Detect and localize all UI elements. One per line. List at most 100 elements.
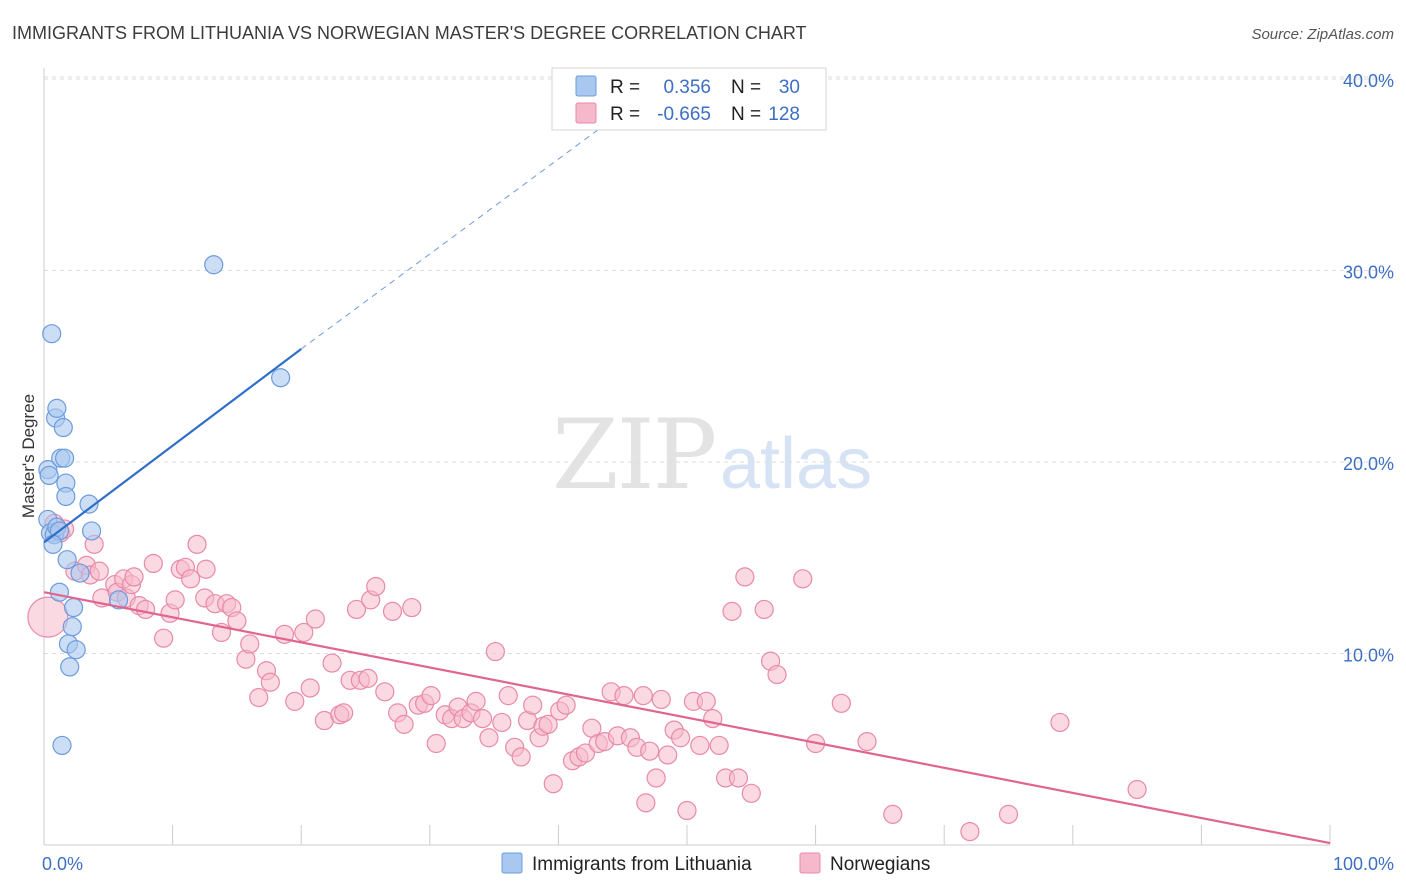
point-norwegians	[346, 599, 367, 620]
point-norwegians	[472, 709, 493, 729]
point-norwegians	[421, 686, 441, 706]
y-axis-label: Master's Degree	[19, 394, 38, 518]
point-norwegians	[690, 735, 710, 756]
point-norwegians	[375, 682, 395, 702]
point-norwegians	[831, 693, 851, 713]
point-norwegians	[640, 741, 660, 761]
point-norwegians	[402, 597, 422, 618]
point-norwegians	[670, 728, 691, 748]
legend-r-label-norwegians: R =	[610, 104, 640, 125]
point-norwegians	[240, 634, 260, 654]
point-norwegians	[89, 561, 109, 581]
point-lithuania	[49, 582, 70, 602]
point-norwegians	[285, 691, 305, 711]
point-norwegians	[575, 743, 596, 763]
point-norwegians	[382, 601, 403, 621]
y-tick-label: 40.0%	[1343, 71, 1394, 91]
bottom-legend-label-lithuania: Immigrants from Lithuania	[532, 854, 752, 875]
point-norwegians	[498, 686, 518, 706]
point-norwegians	[135, 599, 156, 620]
point-lithuania	[39, 465, 59, 486]
point-norwegians	[677, 800, 697, 821]
point-lithuania	[54, 448, 75, 468]
point-norwegians	[322, 653, 342, 673]
y-tick-label: 20.0%	[1343, 454, 1394, 474]
point-norwegians	[260, 672, 280, 692]
point-norwegians	[556, 695, 576, 715]
point-lithuania	[66, 640, 86, 660]
y-tick-label: 30.0%	[1343, 263, 1394, 283]
legend-n-value-lithuania: 30	[779, 77, 800, 98]
point-norwegians	[636, 793, 656, 813]
point-norwegians	[793, 569, 813, 589]
point-lithuania	[47, 398, 67, 418]
point-norwegians	[196, 559, 216, 579]
point-lithuania	[60, 657, 80, 677]
point-norwegians	[187, 534, 207, 554]
point-norwegians	[124, 567, 144, 587]
trend-line-lithuania-extension	[300, 111, 623, 350]
point-norwegians	[300, 678, 320, 698]
x-tick-labels: 0.0% 100.0%	[42, 854, 1394, 874]
watermark-atlas: atlas	[720, 424, 872, 504]
series-lithuania-points	[38, 255, 291, 756]
trend-line-norwegians	[43, 591, 1331, 845]
point-norwegians	[394, 714, 414, 734]
point-lithuania	[81, 521, 102, 541]
x-tick-label: 100.0%	[1333, 854, 1394, 874]
point-norwegians	[249, 687, 269, 708]
legend-top: R = 0.356 N = 30 R = -0.665 N = 128	[551, 67, 827, 131]
point-lithuania	[70, 563, 90, 583]
point-lithuania	[108, 590, 129, 610]
bottom-legend-label-norwegians: Norwegians	[830, 854, 930, 875]
point-lithuania	[62, 617, 82, 637]
point-lithuania	[79, 494, 99, 514]
trend-line-lithuania	[43, 348, 302, 544]
point-norwegians	[722, 601, 742, 621]
point-norwegians	[883, 804, 903, 824]
legend-r-value-lithuania: 0.356	[663, 77, 711, 98]
point-norwegians	[511, 747, 531, 767]
x-tick-label: 0.0%	[42, 854, 83, 874]
legend-r-value-norwegians: -0.665	[657, 104, 711, 125]
point-norwegians	[633, 686, 653, 706]
point-norwegians	[153, 628, 174, 648]
legend-r-label-lithuania: R =	[610, 77, 640, 98]
watermark-zip: ZIP	[552, 399, 715, 511]
point-norwegians	[479, 728, 499, 748]
point-norwegians	[165, 590, 185, 610]
point-norwegians	[492, 712, 512, 733]
point-norwegians	[27, 596, 69, 638]
point-lithuania	[271, 368, 291, 388]
point-norwegians	[998, 804, 1019, 824]
point-norwegians	[857, 731, 877, 752]
legend-n-value-norwegians: 128	[768, 104, 800, 125]
y-tick-labels: 10.0% 20.0% 30.0% 40.0%	[1343, 71, 1394, 666]
y-tick-label: 10.0%	[1343, 646, 1394, 666]
point-lithuania	[204, 255, 224, 275]
point-norwegians	[1127, 779, 1147, 800]
point-norwegians	[741, 783, 761, 803]
point-norwegians	[651, 689, 671, 710]
trend-lines	[43, 111, 1331, 845]
point-lithuania	[52, 735, 72, 756]
point-norwegians	[767, 664, 787, 685]
point-norwegians	[294, 622, 314, 643]
point-norwegians	[366, 576, 386, 597]
point-norwegians	[1050, 712, 1070, 733]
legend-bottom: Immigrants from Lithuania Norwegians	[501, 852, 930, 875]
series-norwegians-points	[27, 513, 1147, 842]
point-norwegians	[543, 774, 563, 794]
point-norwegians	[960, 821, 980, 842]
legend-n-label-lithuania: N =	[731, 77, 761, 98]
point-norwegians	[735, 567, 755, 587]
point-norwegians	[728, 768, 749, 788]
point-norwegians	[181, 569, 201, 589]
bottom-legend-swatch-lithuania	[501, 852, 523, 874]
point-lithuania	[42, 324, 62, 344]
grid-lines	[44, 76, 1394, 654]
point-norwegians	[334, 703, 354, 723]
point-norwegians	[466, 691, 486, 711]
point-lithuania	[43, 534, 63, 554]
